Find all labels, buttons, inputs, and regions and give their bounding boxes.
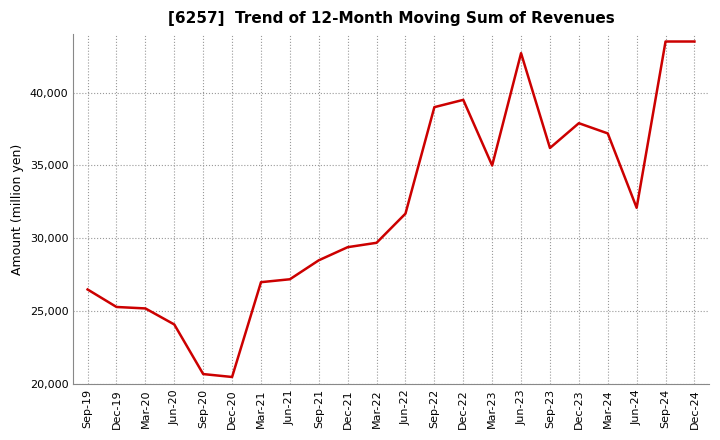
Y-axis label: Amount (million yen): Amount (million yen) bbox=[11, 143, 24, 275]
Title: [6257]  Trend of 12-Month Moving Sum of Revenues: [6257] Trend of 12-Month Moving Sum of R… bbox=[168, 11, 614, 26]
